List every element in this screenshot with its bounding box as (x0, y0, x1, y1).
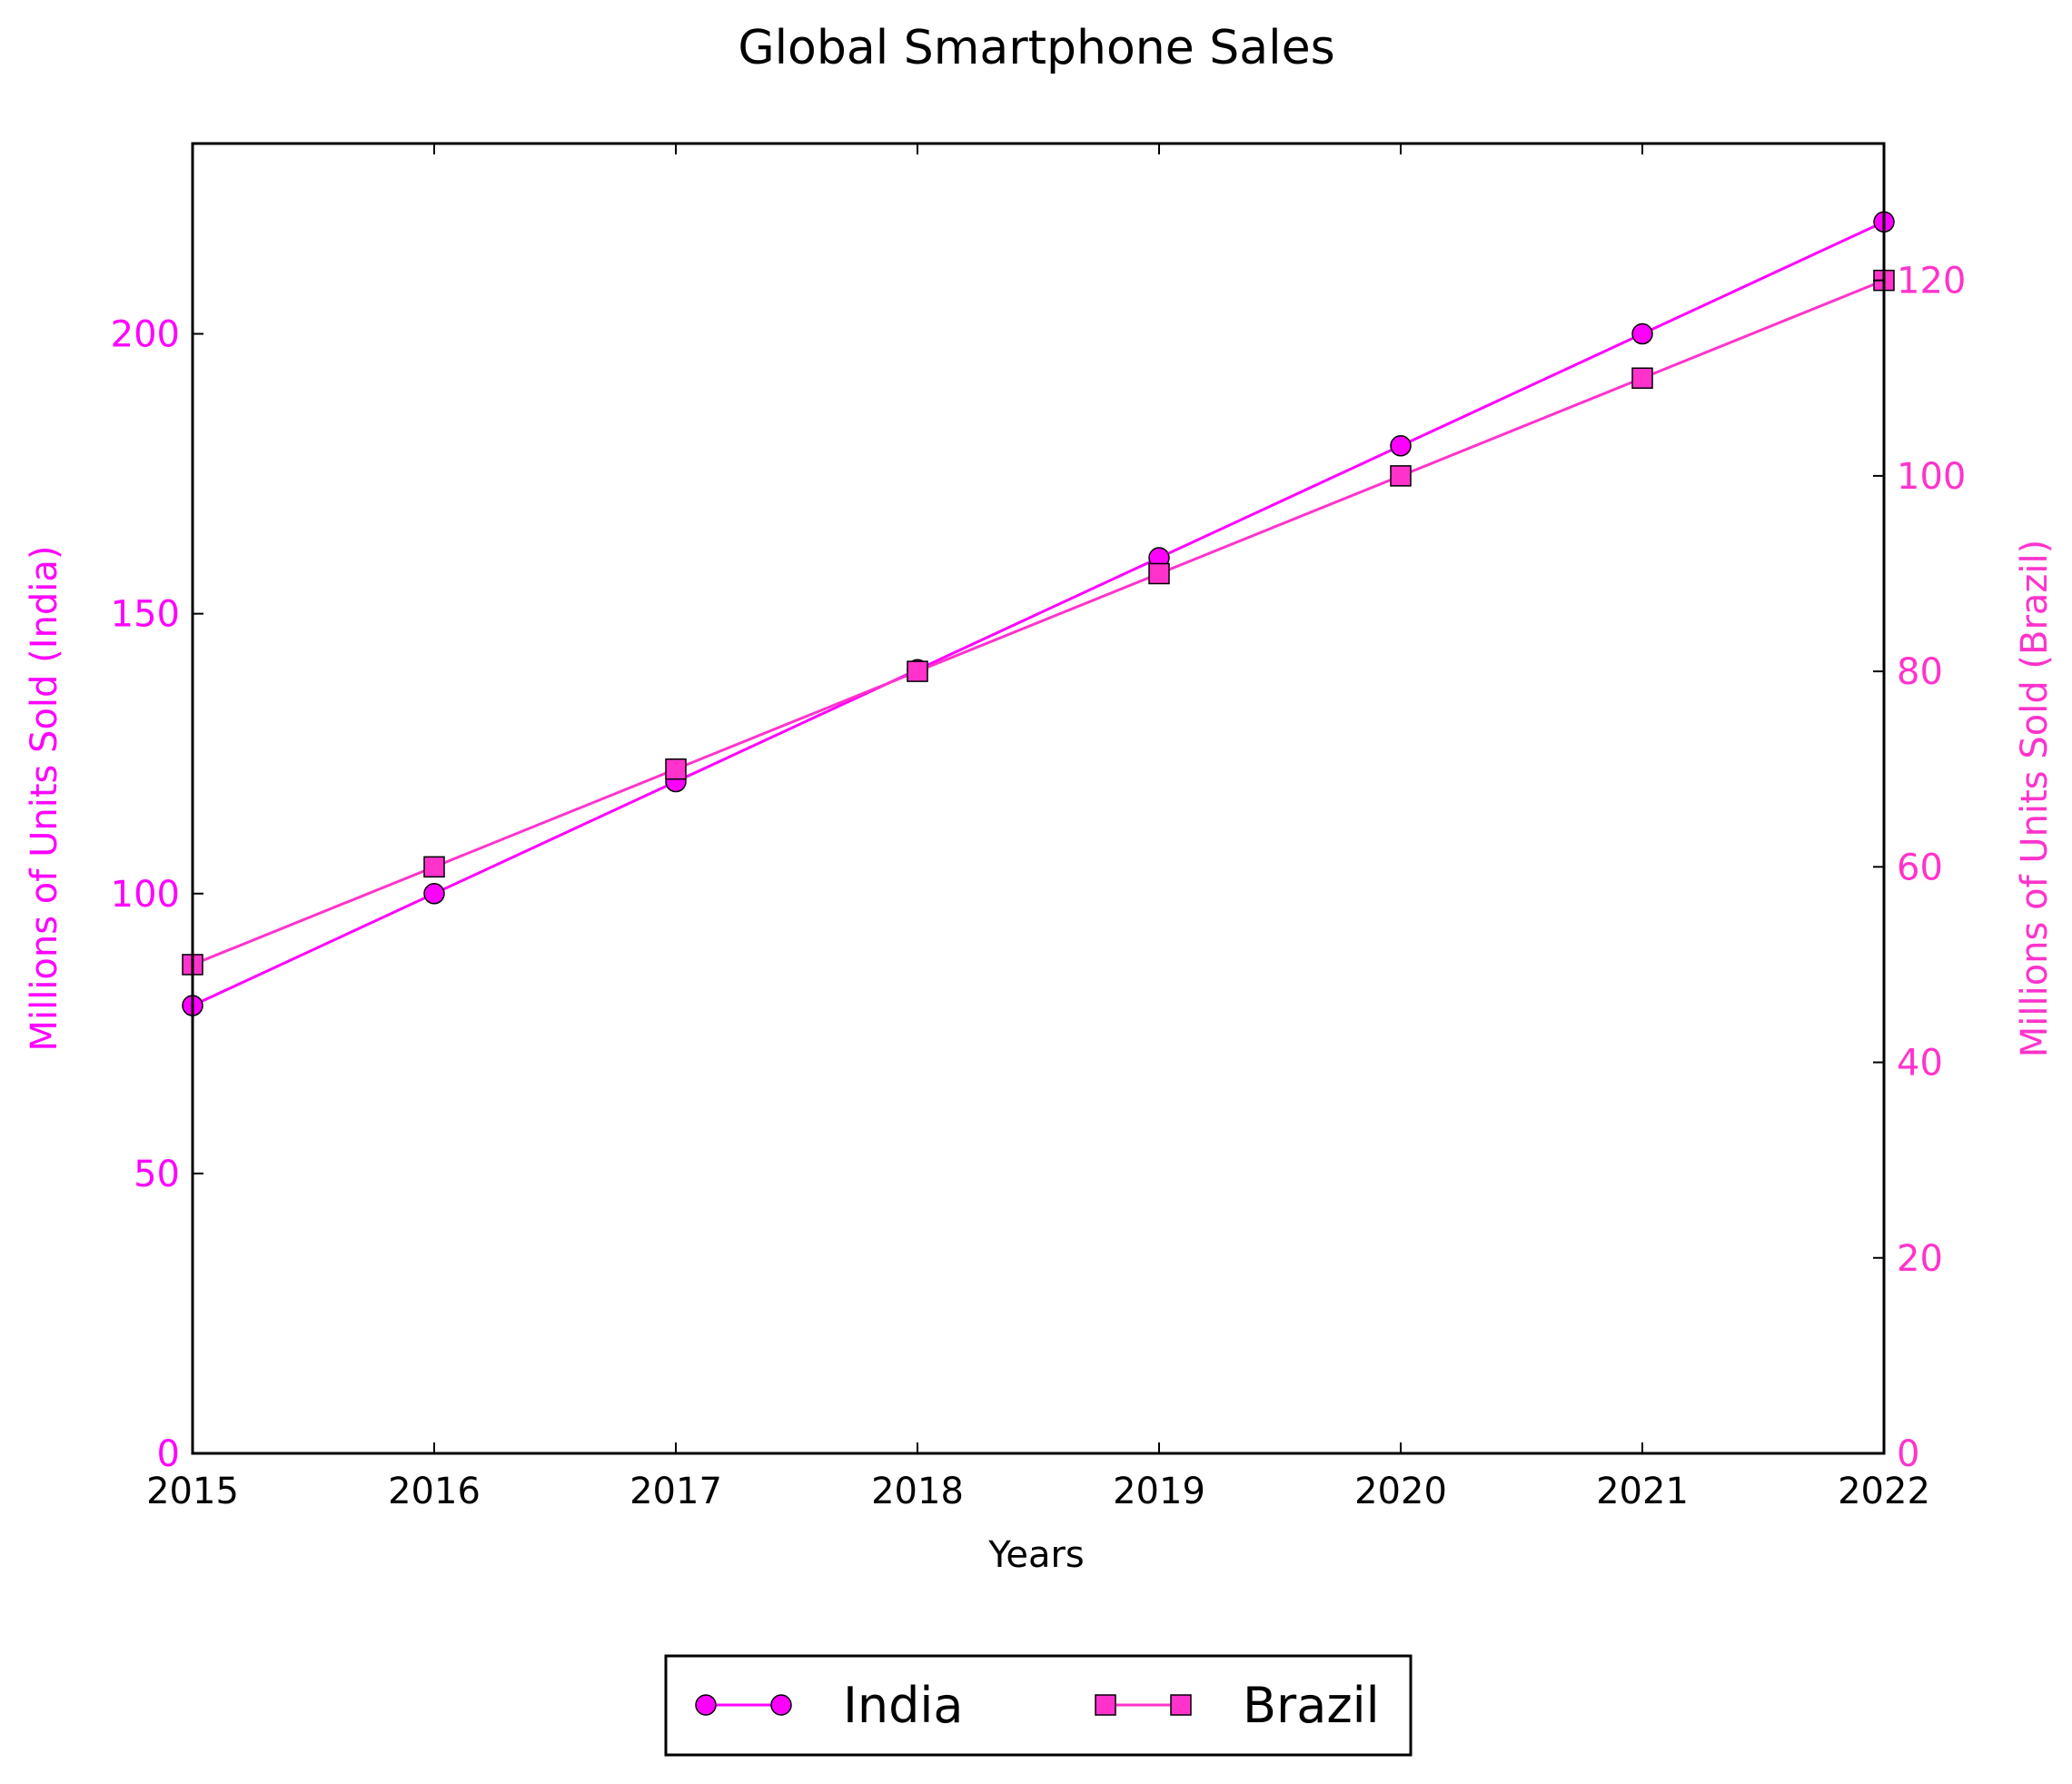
y-tick-label-right: 60 (1897, 847, 1943, 888)
legend-label-india: India (843, 1677, 964, 1734)
legend-entry-brazil: Brazil (1095, 1677, 1380, 1734)
data-point-brazil (423, 856, 445, 878)
x-tick-label: 2016 (388, 1471, 481, 1512)
chart-title: Global Smartphone Sales (738, 21, 1334, 75)
x-tick-label: 2021 (1596, 1471, 1689, 1512)
series-line-brazil (192, 279, 1885, 966)
series-line-india (192, 220, 1885, 1007)
x-tick-label: 2019 (1113, 1471, 1205, 1512)
y-tick-label-right: 0 (1897, 1433, 1919, 1475)
y-axis-label-right: Millions of Units Sold (Brazil) (2014, 540, 2056, 1058)
data-point-brazil (1631, 367, 1653, 390)
legend-marker-brazil (1170, 1694, 1192, 1716)
legend-label-brazil: Brazil (1243, 1677, 1380, 1734)
y-tick-label-right: 20 (1897, 1238, 1943, 1280)
y-tick-label-left: 150 (111, 594, 180, 636)
data-point-india (1631, 322, 1653, 345)
data-point-brazil (907, 660, 928, 682)
x-tick-label: 2022 (1838, 1471, 1930, 1512)
data-point-brazil (1148, 562, 1170, 585)
axes-layer: 2015 2016 2017 2018 2019 2020 2021 202205010015… (111, 144, 1966, 1512)
data-point-brazil (1390, 465, 1412, 487)
y-tick-label-right: 80 (1897, 651, 1943, 693)
y-tick-label-left: 200 (111, 314, 180, 356)
y-axis-label-left: Millions of Units Sold (India) (24, 545, 65, 1051)
y-tick-label-left: 0 (157, 1433, 180, 1475)
y-tick-label-right: 100 (1897, 456, 1966, 498)
y-tick-label-right: 120 (1897, 261, 1966, 302)
x-tick-label: 2020 (1354, 1471, 1447, 1512)
x-axis-label: Years (987, 1534, 1085, 1576)
data-point-brazil (665, 758, 687, 780)
series-layer (182, 211, 1895, 1016)
y-tick-label-left: 50 (134, 1154, 180, 1195)
legend-marker-brazil (1095, 1694, 1116, 1716)
legend-marker-india (770, 1694, 792, 1716)
legend-items: India Brazil (695, 1677, 1380, 1734)
legend: India Brazil (664, 1654, 1413, 1757)
x-tick-label: 2015 (146, 1471, 239, 1512)
y-tick-label-left: 100 (111, 874, 180, 916)
legend-marker-india (695, 1694, 717, 1716)
y-tick-label-right: 40 (1897, 1043, 1943, 1085)
data-point-india (423, 883, 445, 905)
plot-frame (191, 142, 1886, 1455)
data-point-india (1390, 435, 1412, 457)
x-tick-label: 2017 (630, 1471, 722, 1512)
legend-entry-india: India (695, 1677, 964, 1734)
x-tick-label: 2018 (871, 1471, 964, 1512)
